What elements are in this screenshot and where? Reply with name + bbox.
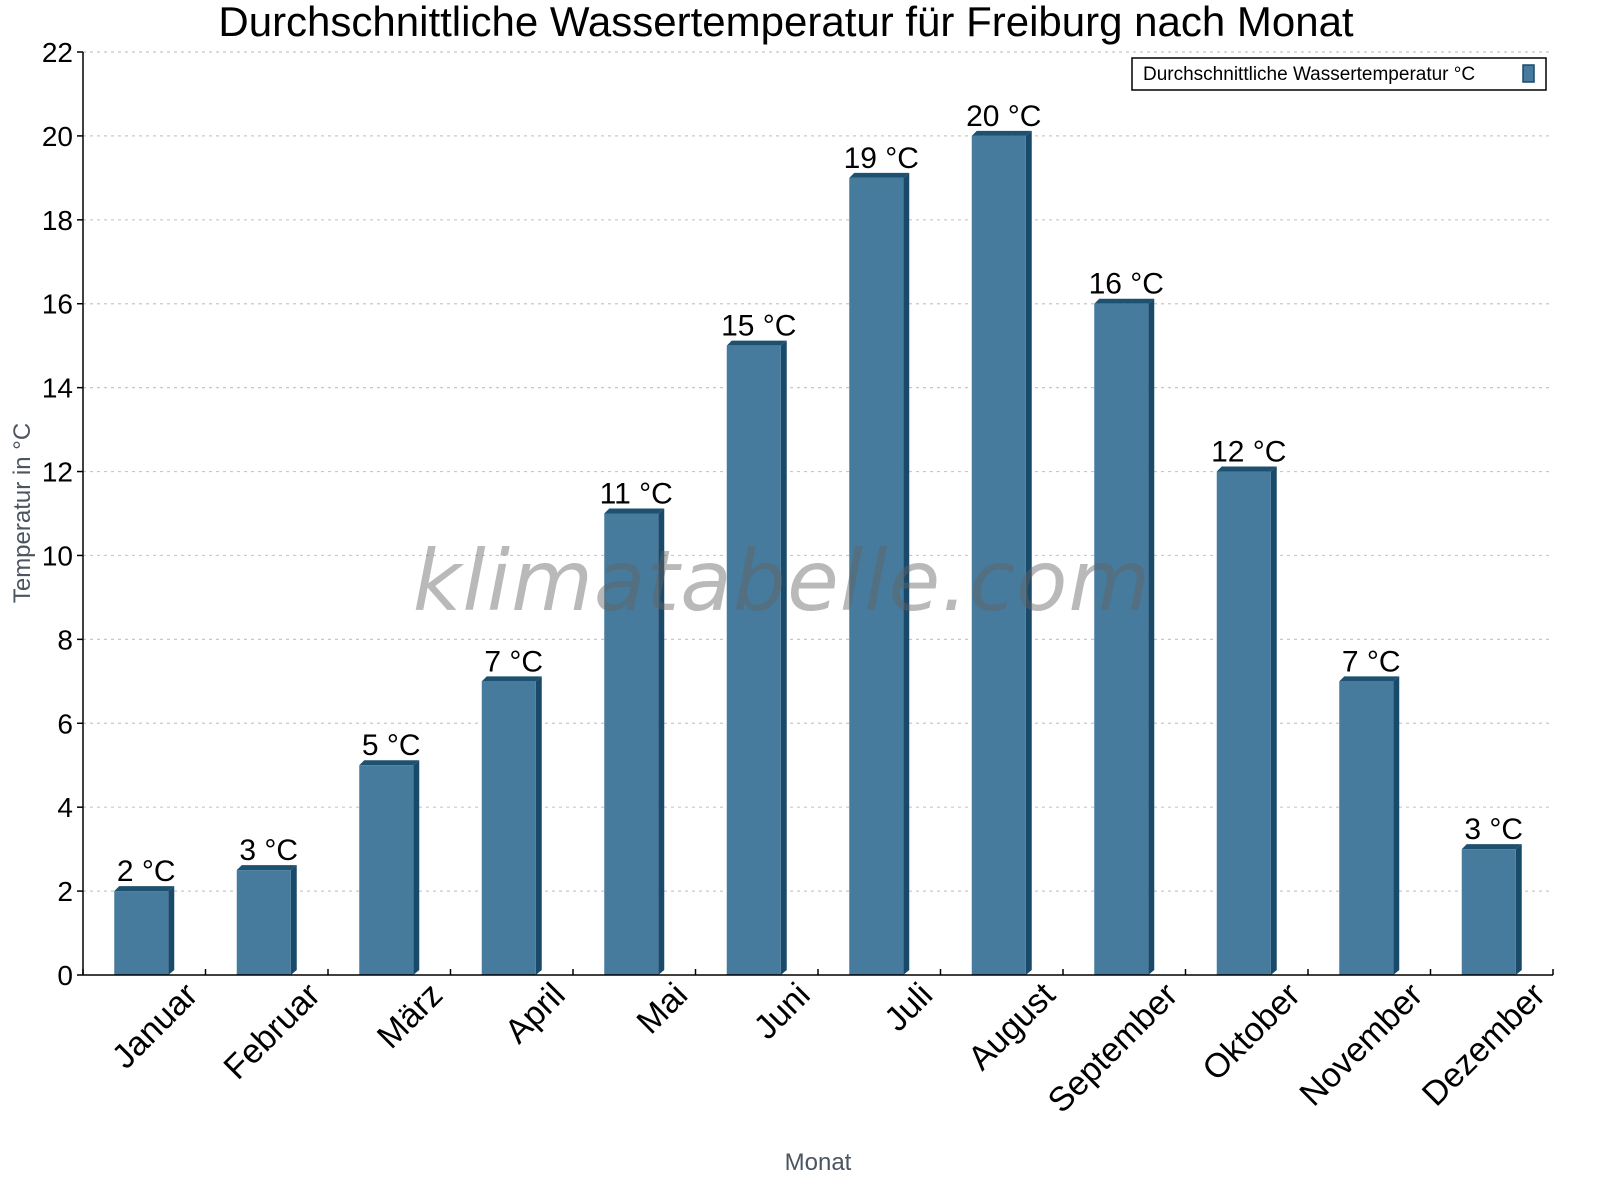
value-label: 19 °C xyxy=(844,142,919,175)
bar-februar[interactable]: 3 °C xyxy=(236,834,298,975)
bar-side xyxy=(780,340,787,975)
bar-side xyxy=(658,508,665,975)
bar-side xyxy=(1148,298,1155,975)
bar-front xyxy=(1094,303,1149,975)
bar-side xyxy=(413,760,420,975)
y-tick-label: 6 xyxy=(57,708,73,739)
bar-dezember[interactable]: 3 °C xyxy=(1461,813,1523,975)
bar-side xyxy=(1393,676,1400,975)
value-label: 20 °C xyxy=(966,100,1041,133)
bar-juni[interactable]: 15 °C xyxy=(721,310,796,975)
x-tick-label: Januar xyxy=(105,976,205,1076)
x-tick-label: Oktober xyxy=(1195,976,1307,1088)
legend-swatch xyxy=(1522,64,1535,83)
value-label: 3 °C xyxy=(239,834,298,867)
bar-top xyxy=(604,508,665,514)
bars: 2 °C 3 °C 5 °C 7 °C 11 °C 15 °C 19 °C 20 °C 16 °… xyxy=(114,100,1523,976)
x-tick-label: September xyxy=(1041,976,1185,1120)
value-label: 15 °C xyxy=(721,310,796,343)
y-tick-label: 8 xyxy=(57,624,73,655)
y-axis-title: Temperatur in °C xyxy=(9,423,36,603)
bar-front xyxy=(359,765,414,975)
value-label: 3 °C xyxy=(1464,813,1523,846)
bar-side xyxy=(535,676,542,975)
y-tick-label: 2 xyxy=(57,876,73,907)
bar-front xyxy=(971,135,1026,976)
bar-side xyxy=(1515,844,1522,975)
y-tick-label: 0 xyxy=(57,960,73,991)
bar-front xyxy=(726,345,781,975)
bar-april[interactable]: 7 °C xyxy=(481,645,543,975)
bar-front xyxy=(114,891,169,975)
y-tick-label: 4 xyxy=(57,792,73,823)
y-tick-label: 16 xyxy=(42,289,73,320)
x-tick-label: Februar xyxy=(217,976,328,1087)
value-label: 5 °C xyxy=(362,729,421,762)
x-tick-label: August xyxy=(961,975,1063,1077)
bar-november[interactable]: 7 °C xyxy=(1339,645,1401,975)
bar-front xyxy=(604,513,659,975)
y-tick-label: 22 xyxy=(42,37,73,68)
value-label: 7 °C xyxy=(484,645,543,678)
y-axis: 0 2 4 6 8 10 12 14 16 18 20 22 xyxy=(42,37,84,991)
bar-side xyxy=(903,172,910,975)
y-tick-label: 20 xyxy=(42,121,73,152)
bar-top xyxy=(726,340,787,346)
value-label: 7 °C xyxy=(1342,645,1401,678)
bar-side xyxy=(1025,130,1032,976)
bar-top xyxy=(236,865,297,871)
legend-label: Durchschnittliche Wassertemperatur °C xyxy=(1143,64,1475,85)
value-label: 12 °C xyxy=(1211,436,1286,469)
bar-front xyxy=(849,177,904,975)
legend[interactable]: Durchschnittliche Wassertemperatur °C xyxy=(1131,57,1547,91)
bar-september[interactable]: 16 °C xyxy=(1089,268,1164,975)
bar-oktober[interactable]: 12 °C xyxy=(1211,436,1286,975)
value-label: 16 °C xyxy=(1089,268,1164,301)
bar-top xyxy=(1216,466,1277,472)
bar-front xyxy=(1216,471,1271,975)
x-tick-label: April xyxy=(498,976,573,1051)
bar-juli[interactable]: 19 °C xyxy=(844,142,919,975)
x-tick-label: März xyxy=(370,976,450,1056)
x-axis: Januar Februar März April Mai Juni Juli AugustS… xyxy=(82,969,1554,1120)
bar-front xyxy=(1461,849,1516,975)
bar-märz[interactable]: 5 °C xyxy=(359,729,421,975)
x-tick-label: Juni xyxy=(747,976,818,1047)
bar-top xyxy=(359,760,420,766)
watermark: klimatabelle.com xyxy=(413,532,1152,630)
y-tick-label: 14 xyxy=(42,373,73,404)
bar-top xyxy=(114,886,175,892)
value-label: 2 °C xyxy=(117,855,176,888)
x-tick-label: November xyxy=(1292,976,1430,1114)
y-tick-label: 12 xyxy=(42,457,73,488)
bar-mai[interactable]: 11 °C xyxy=(600,478,673,976)
bar-top xyxy=(971,130,1032,136)
gridlines xyxy=(83,51,1553,892)
bar-front xyxy=(236,870,291,975)
bar-front xyxy=(481,681,536,975)
bar-januar[interactable]: 2 °C xyxy=(114,855,176,975)
bar-side xyxy=(168,886,175,975)
bar-top xyxy=(1094,298,1155,304)
value-label: 11 °C xyxy=(600,478,673,511)
bar-top xyxy=(481,676,542,682)
chart-title: Durchschnittliche Wassertemperatur für F… xyxy=(218,0,1354,45)
bar-top xyxy=(1339,676,1400,682)
y-tick-label: 10 xyxy=(42,540,73,571)
x-tick-label: Juli xyxy=(877,976,940,1039)
bar-august[interactable]: 20 °C xyxy=(966,100,1041,976)
x-axis-title: Monat xyxy=(785,1149,852,1176)
y-tick-label: 18 xyxy=(42,205,73,236)
x-tick-label: Mai xyxy=(630,976,696,1042)
x-tick-label: Dezember xyxy=(1415,976,1553,1114)
bar-side xyxy=(1270,466,1277,975)
bar-top xyxy=(849,172,910,178)
bar-side xyxy=(290,865,297,975)
bar-front xyxy=(1339,681,1394,975)
bar-top xyxy=(1461,844,1522,850)
legend-box xyxy=(1131,57,1547,91)
